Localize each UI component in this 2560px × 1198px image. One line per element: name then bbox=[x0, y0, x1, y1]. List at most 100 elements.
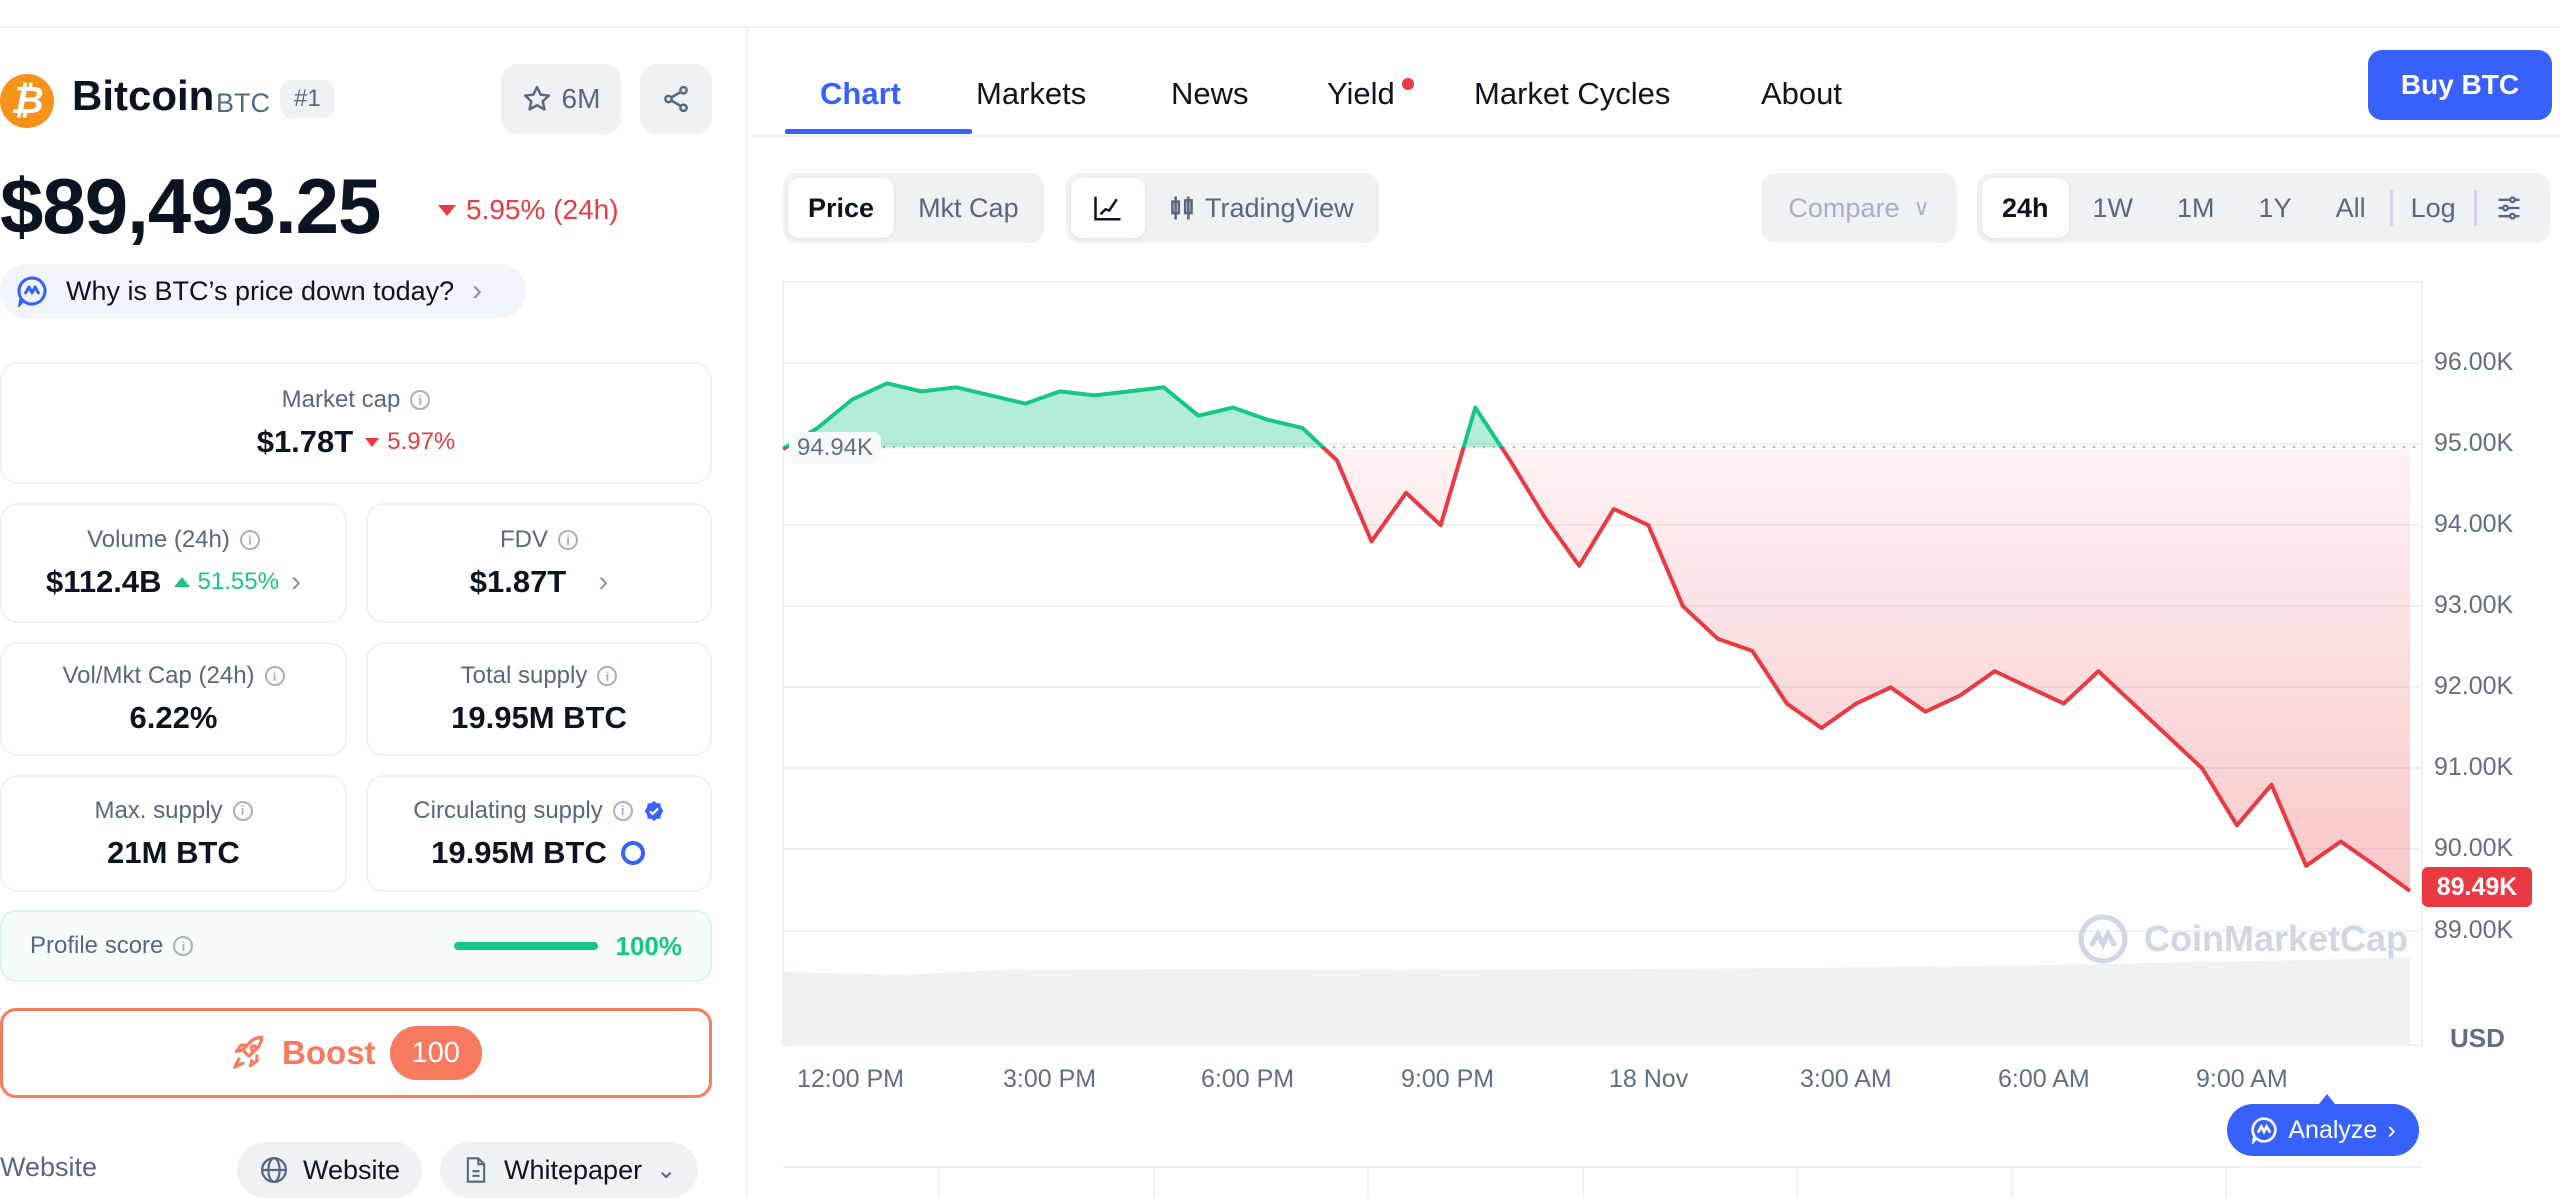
boost-label: Boost bbox=[282, 1034, 376, 1071]
profile-score-progress bbox=[453, 942, 598, 950]
down-triangle-icon bbox=[365, 437, 380, 447]
range-1w[interactable]: 1W bbox=[2092, 192, 2134, 223]
verified-badge-icon bbox=[644, 800, 663, 821]
fdv-card[interactable]: FDV i $1.87T › bbox=[366, 503, 712, 623]
price-line-up bbox=[783, 381, 1504, 447]
website-link-label: Website bbox=[303, 1154, 401, 1185]
y-tick: 89.00K bbox=[2434, 916, 2514, 944]
top-nav-strip bbox=[0, 0, 2560, 28]
website-row-label: Website bbox=[0, 1152, 98, 1182]
tab-about[interactable]: About bbox=[1761, 76, 1843, 111]
total-supply-card: Total supply i 19.95M BTC bbox=[366, 642, 712, 756]
analyze-label: Analyze bbox=[2288, 1115, 2378, 1144]
chart-navigator[interactable] bbox=[783, 1166, 2422, 1198]
info-icon[interactable]: i bbox=[173, 936, 194, 956]
profile-score-value: 100% bbox=[615, 930, 683, 961]
positive-area bbox=[786, 383, 1502, 447]
y-tick: 96.00K bbox=[2434, 348, 2514, 376]
buy-btc-button[interactable]: Buy BTC bbox=[2368, 50, 2552, 120]
info-icon[interactable]: i bbox=[239, 530, 260, 550]
market-cap-value: $1.78T bbox=[256, 424, 354, 459]
mktcap-toggle[interactable]: Mkt Cap bbox=[918, 192, 1019, 223]
fdv-label: FDV bbox=[500, 526, 548, 553]
chart-settings-button[interactable] bbox=[2481, 178, 2537, 238]
x-tick: 18 Nov bbox=[1609, 1065, 1689, 1093]
tradingview-toggle[interactable]: TradingView bbox=[1149, 178, 1374, 238]
price-toggle[interactable]: Price bbox=[788, 178, 895, 238]
current-price-tag: 89.49K bbox=[2422, 867, 2532, 907]
info-icon[interactable]: i bbox=[232, 800, 253, 821]
document-icon bbox=[466, 1157, 486, 1183]
max-supply-card: Max. supply i 21M BTC bbox=[0, 775, 347, 892]
volume-bars bbox=[783, 958, 2410, 1045]
circulating-supply-label: Circulating supply bbox=[413, 796, 603, 824]
whitepaper-label: Whitepaper bbox=[504, 1154, 643, 1185]
share-icon bbox=[664, 85, 688, 113]
analyze-button[interactable]: Analyze › bbox=[2227, 1094, 2419, 1156]
compare-dropdown[interactable]: Compare ∨ bbox=[1761, 173, 1957, 243]
info-icon[interactable]: i bbox=[597, 666, 618, 686]
x-tick: 3:00 AM bbox=[1800, 1065, 1892, 1093]
supply-ring-icon bbox=[620, 840, 645, 865]
line-chart-toggle[interactable] bbox=[1071, 178, 1145, 238]
current-price: $89,493.25 bbox=[0, 162, 381, 250]
y-tick: 94.00K bbox=[2434, 510, 2514, 538]
whitepaper-dropdown[interactable]: Whitepaper ⌄ bbox=[440, 1142, 699, 1198]
coin-name: Bitcoin bbox=[72, 72, 215, 119]
volume-value: $112.4B bbox=[46, 564, 162, 599]
tabs-divider bbox=[750, 135, 2560, 137]
range-1m[interactable]: 1M bbox=[2177, 192, 2215, 223]
why-price-down-pill[interactable]: Why is BTC’s price down today? › bbox=[0, 264, 526, 318]
volume-change: 51.55% bbox=[197, 568, 279, 595]
price-change-24h: 5.95% (24h) bbox=[438, 194, 619, 226]
boost-button[interactable]: Boost 100 bbox=[0, 1008, 712, 1098]
price-line-down bbox=[783, 447, 2412, 893]
y-tick: 93.00K bbox=[2434, 591, 2514, 619]
price-mktcap-toggle: Price Mkt Cap bbox=[783, 173, 1044, 243]
star-icon bbox=[523, 85, 550, 111]
range-1y[interactable]: 1Y bbox=[2258, 192, 2292, 223]
tab-yield[interactable]: Yield bbox=[1327, 76, 1395, 111]
why-prompt-text: Why is BTC’s price down today? bbox=[66, 275, 455, 306]
website-link-button[interactable]: Website bbox=[237, 1142, 423, 1198]
circulating-supply-card: Circulating supply i 19.95M BTC bbox=[366, 775, 712, 892]
info-icon[interactable]: i bbox=[410, 390, 431, 410]
down-triangle-icon bbox=[438, 204, 456, 216]
tab-news[interactable]: News bbox=[1171, 76, 1249, 111]
market-cap-change: 5.97% bbox=[387, 428, 456, 455]
info-icon[interactable]: i bbox=[264, 666, 285, 686]
tooltip-arrow bbox=[2319, 1094, 2335, 1104]
tab-chart[interactable]: Chart bbox=[820, 76, 901, 111]
range-24h[interactable]: 24h bbox=[1982, 178, 2069, 238]
cmc-logo-icon bbox=[2078, 914, 2128, 964]
volume-card[interactable]: Volume (24h) i $112.4B 51.55% › bbox=[0, 503, 347, 623]
max-supply-value: 21M BTC bbox=[107, 834, 240, 870]
watermark-text: CoinMarketCap bbox=[2144, 918, 2409, 959]
globe-icon bbox=[261, 1157, 287, 1183]
bitcoin-logo-icon: ₿ bbox=[0, 74, 54, 128]
chevron-right-icon: › bbox=[2387, 1115, 2396, 1144]
active-tab-indicator bbox=[785, 129, 972, 134]
log-scale-toggle[interactable]: Log bbox=[2410, 192, 2456, 223]
y-tick: 90.00K bbox=[2434, 834, 2514, 862]
price-change-value: 5.95% (24h) bbox=[466, 194, 619, 225]
x-tick: 12:00 PM bbox=[797, 1065, 905, 1093]
range-all[interactable]: All bbox=[2335, 192, 2366, 223]
info-icon[interactable]: i bbox=[558, 530, 578, 550]
rocket-icon bbox=[233, 1035, 264, 1069]
watchlist-count: 6M bbox=[561, 83, 601, 114]
market-cap-card: Market cap i $1.78T 5.97% bbox=[0, 362, 712, 484]
vol-mkt-cap-card: Vol/Mkt Cap (24h) i 6.22% bbox=[0, 642, 347, 756]
tab-markets[interactable]: Markets bbox=[976, 76, 1087, 111]
currency-label: USD bbox=[2450, 1023, 2505, 1053]
tab-market-cycles[interactable]: Market Cycles bbox=[1474, 76, 1671, 111]
chevron-down-icon: ∨ bbox=[1913, 195, 1930, 220]
share-button[interactable] bbox=[640, 64, 712, 134]
watchlist-button[interactable]: 6M bbox=[501, 64, 621, 134]
info-icon[interactable]: i bbox=[612, 800, 633, 821]
profile-score-bar: Profile score i 100% bbox=[0, 910, 712, 982]
yield-notification-dot bbox=[1402, 78, 1414, 90]
x-tick: 9:00 AM bbox=[2196, 1065, 2288, 1093]
max-supply-label: Max. supply bbox=[94, 796, 223, 824]
